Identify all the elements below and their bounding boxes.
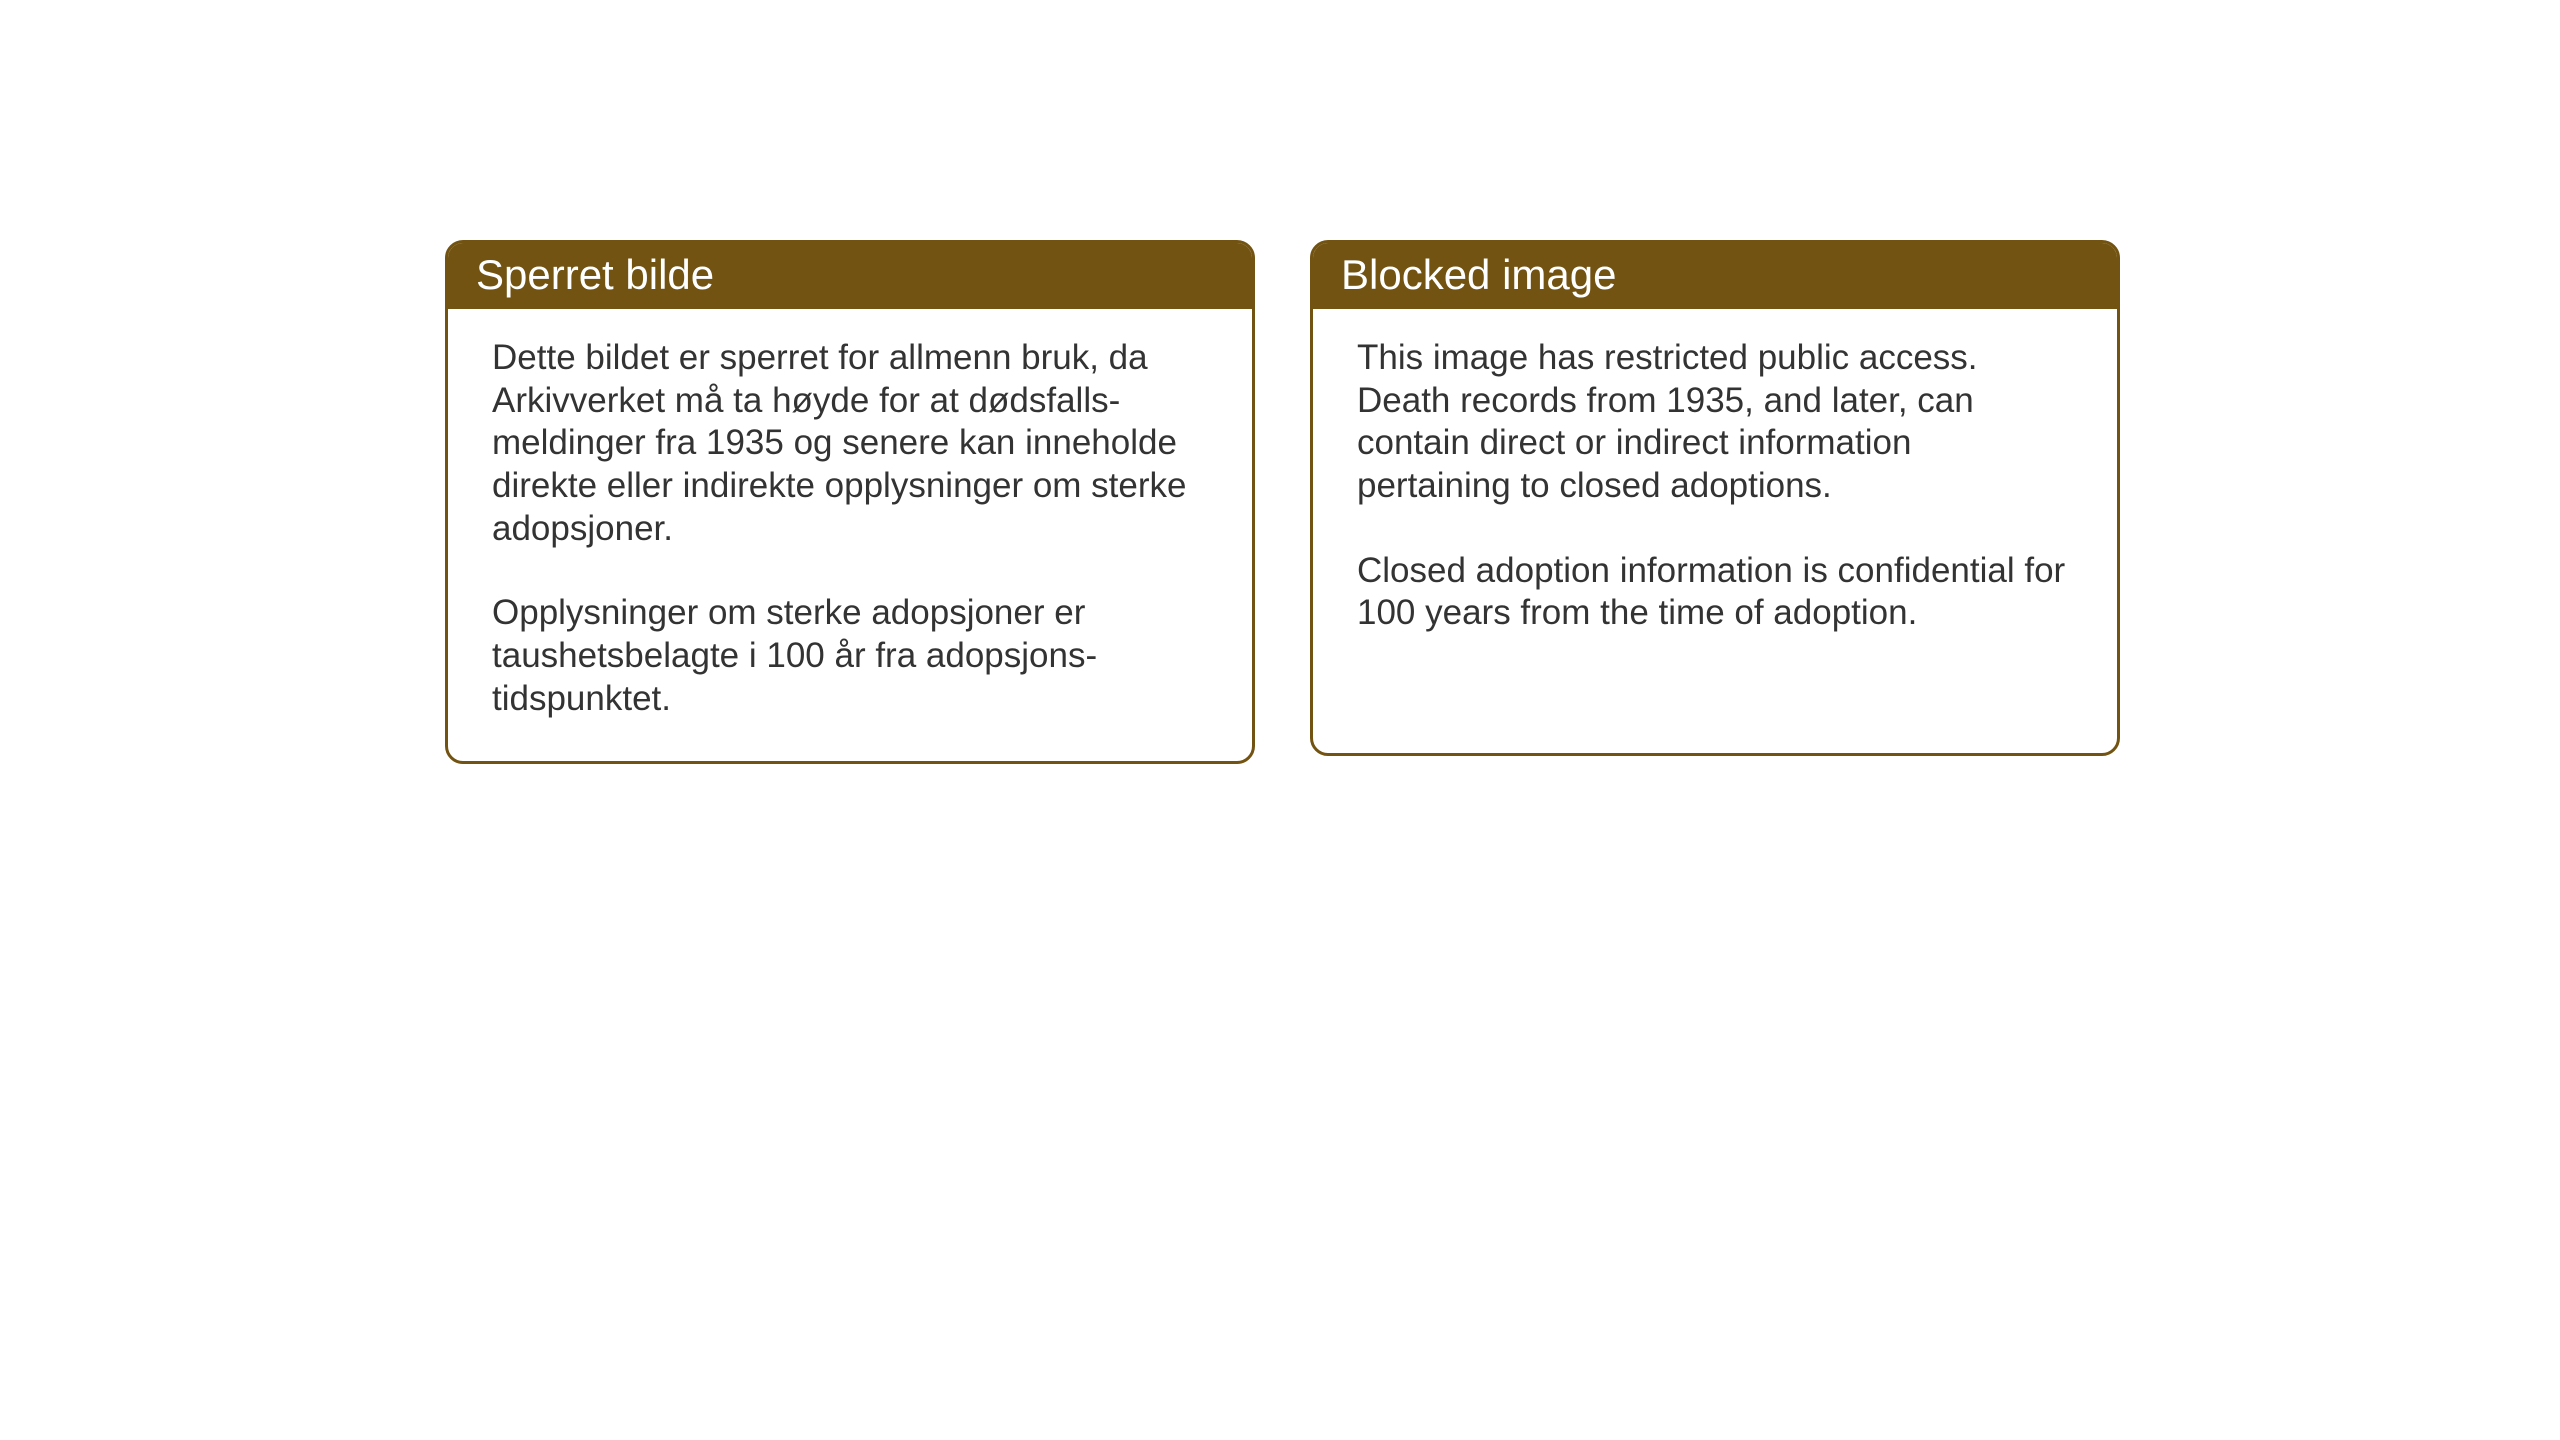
card-body-norwegian: Dette bildet er sperret for allmenn bruk… bbox=[448, 309, 1252, 761]
card-body-english: This image has restricted public access.… bbox=[1313, 309, 2117, 675]
notice-text-english-p2: Closed adoption information is confident… bbox=[1357, 550, 2073, 635]
card-header-english: Blocked image bbox=[1313, 243, 2117, 309]
notice-text-norwegian-p1: Dette bildet er sperret for allmenn bruk… bbox=[492, 337, 1208, 550]
notice-container: Sperret bilde Dette bildet er sperret fo… bbox=[445, 240, 2120, 764]
notice-card-english: Blocked image This image has restricted … bbox=[1310, 240, 2120, 756]
card-header-norwegian: Sperret bilde bbox=[448, 243, 1252, 309]
notice-text-norwegian-p2: Opplysninger om sterke adopsjoner er tau… bbox=[492, 592, 1208, 720]
notice-text-english-p1: This image has restricted public access.… bbox=[1357, 337, 2073, 508]
notice-card-norwegian: Sperret bilde Dette bildet er sperret fo… bbox=[445, 240, 1255, 764]
